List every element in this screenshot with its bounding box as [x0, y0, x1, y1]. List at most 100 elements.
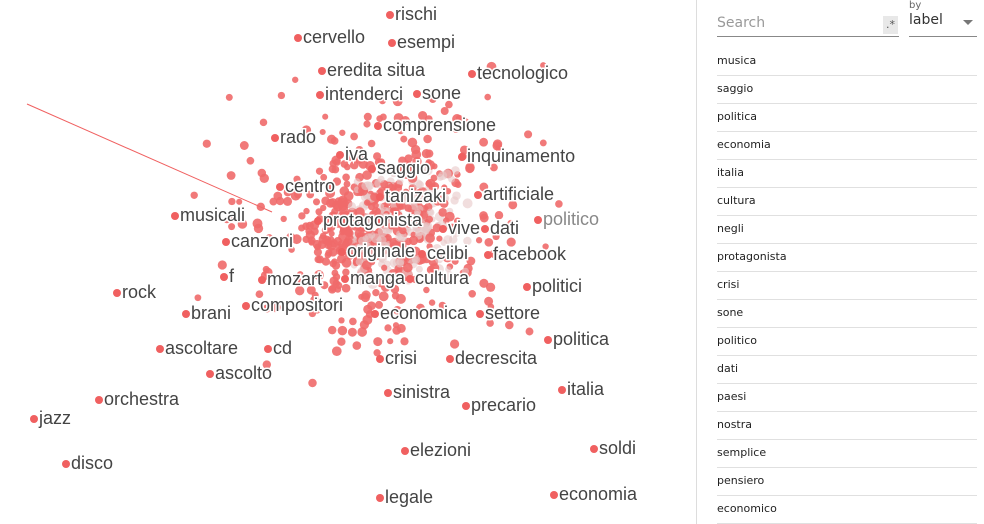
- dot: [396, 257, 405, 266]
- list-item[interactable]: politica: [717, 105, 977, 132]
- dot: [228, 197, 236, 206]
- point: [446, 355, 454, 363]
- point-label: politica: [553, 329, 610, 349]
- dot: [366, 217, 375, 227]
- dot: [415, 265, 423, 273]
- dot: [357, 327, 368, 337]
- list-item[interactable]: politico: [717, 329, 977, 356]
- dot: [353, 244, 360, 251]
- dot: [325, 249, 333, 257]
- dot: [305, 227, 313, 235]
- list-item[interactable]: nostra: [717, 413, 977, 440]
- dot: [395, 163, 405, 173]
- dot: [399, 243, 407, 250]
- dot: [337, 212, 348, 223]
- search-input[interactable]: Search: [717, 12, 899, 37]
- list-item[interactable]: semplice: [717, 441, 977, 468]
- dot: [408, 235, 419, 246]
- dot: [362, 170, 372, 180]
- dot: [444, 211, 455, 222]
- dot: [308, 309, 317, 318]
- dot: [321, 257, 331, 266]
- list-item[interactable]: economico: [717, 497, 977, 524]
- list-item[interactable]: italia: [717, 161, 977, 188]
- point: [474, 191, 482, 199]
- list-item[interactable]: pensiero: [717, 469, 977, 496]
- list-item[interactable]: saggio: [717, 77, 977, 104]
- dot: [452, 125, 460, 134]
- list-item[interactable]: paesi: [717, 385, 977, 412]
- labels: rischi cervello esempi eredita situa tecnolo…: [37, 2, 640, 508]
- point: [294, 34, 302, 42]
- dot: [391, 292, 400, 300]
- dot: [384, 248, 394, 259]
- point: [222, 238, 230, 246]
- point: [439, 225, 447, 233]
- dot: [345, 229, 354, 238]
- dot: [253, 223, 264, 234]
- list-item[interactable]: cultura: [717, 189, 977, 216]
- dot: [342, 240, 350, 249]
- dot: [542, 243, 549, 250]
- point-label: ascolto: [215, 363, 272, 383]
- dot: [410, 202, 418, 210]
- dot: [262, 304, 271, 313]
- dot: [256, 202, 265, 211]
- dot: [363, 112, 372, 121]
- dot: [390, 284, 400, 294]
- list-item[interactable]: dati: [717, 357, 977, 384]
- dot: [479, 211, 488, 220]
- list-item[interactable]: negli: [717, 217, 977, 244]
- dot: [451, 166, 460, 175]
- dot: [361, 260, 372, 271]
- list-item[interactable]: musica: [717, 49, 977, 76]
- dot: [239, 141, 249, 150]
- dot: [395, 233, 405, 242]
- list-item[interactable]: economia: [717, 133, 977, 160]
- dot: [456, 222, 465, 231]
- list-item[interactable]: crisi: [717, 273, 977, 300]
- dot: [404, 204, 412, 212]
- dot: [367, 301, 376, 311]
- dot: [400, 337, 409, 346]
- point: [242, 302, 250, 310]
- field-select[interactable]: label: [909, 12, 977, 37]
- dot: [449, 339, 460, 349]
- point-label: comprensione: [383, 115, 496, 135]
- dot: [411, 256, 419, 264]
- dot: [373, 349, 381, 357]
- dot: [229, 212, 238, 220]
- point-label: soldi: [599, 438, 636, 458]
- dot: [331, 269, 339, 277]
- dot: [293, 276, 302, 285]
- point-label: inquinamento: [467, 146, 575, 166]
- regex-toggle[interactable]: .*: [883, 16, 898, 34]
- dot: [432, 243, 442, 254]
- dot: [277, 91, 286, 100]
- dot: [387, 222, 396, 230]
- point-label: disco: [71, 453, 113, 473]
- dot: [225, 93, 233, 101]
- dot: [333, 158, 341, 166]
- dot: [376, 235, 387, 246]
- point-label: elezioni: [410, 440, 471, 460]
- dot: [339, 223, 346, 231]
- dot: [435, 273, 444, 282]
- dot: [393, 250, 402, 259]
- dot: [257, 168, 267, 178]
- dot: [450, 196, 459, 205]
- dot: [194, 294, 202, 302]
- dot: [479, 137, 489, 147]
- dot: [384, 200, 391, 207]
- dot: [332, 177, 342, 186]
- dot: [314, 270, 324, 281]
- dot: [338, 202, 348, 211]
- scatter-view[interactable]: rischi cervello esempi eredita situa tecnolo…: [0, 0, 696, 524]
- list-item[interactable]: sone: [717, 301, 977, 328]
- dot: [402, 262, 413, 273]
- point: [113, 289, 121, 297]
- dot: [415, 188, 424, 197]
- point-label: compositori: [251, 295, 343, 315]
- dot: [358, 236, 367, 245]
- list-item[interactable]: protagonista: [717, 245, 977, 272]
